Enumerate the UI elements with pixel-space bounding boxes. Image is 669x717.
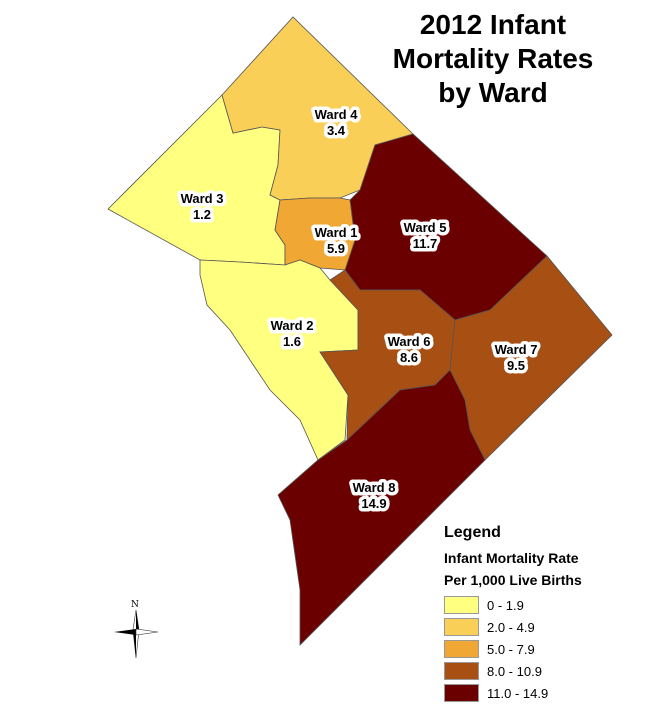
ward-6-rate: 8.6 (400, 350, 418, 365)
legend-swatch (444, 684, 479, 702)
legend-item: 5.0 - 7.9 (444, 638, 582, 660)
legend-label: 8.0 - 10.9 (487, 663, 542, 679)
ward-1-rate: 5.9 (327, 241, 345, 256)
ward-7-name: Ward 7 (495, 342, 538, 357)
legend-swatch (444, 596, 479, 614)
legend-label: 2.0 - 4.9 (487, 619, 535, 635)
ward-4-rate: 3.4 (327, 123, 346, 138)
legend-label: 11.0 - 14.9 (487, 685, 549, 701)
legend-item: 0 - 1.9 (444, 594, 582, 616)
ward-7-rate: 9.5 (507, 358, 525, 373)
legend-item: 11.0 - 14.9 (444, 682, 582, 704)
ward-6-name: Ward 6 (388, 334, 431, 349)
legend-swatch (444, 640, 479, 658)
legend-item: 2.0 - 4.9 (444, 616, 582, 638)
ward-8-area (277, 369, 486, 646)
map-title: 2012 Infant Mortality Rates by Ward (392, 9, 594, 108)
ward-3-rate: 1.2 (193, 207, 211, 222)
legend-label: 5.0 - 7.9 (487, 641, 535, 657)
legend-item: 8.0 - 10.9 (444, 660, 582, 682)
legend-subtitle: Infant Mortality Rate (444, 550, 579, 566)
legend-swatch (444, 662, 479, 680)
legend-label: 0 - 1.9 (487, 597, 524, 613)
ward-3-name: Ward 3 (181, 191, 224, 206)
ward-8-rate: 14.9 (361, 496, 386, 511)
compass-rose-icon (114, 609, 159, 659)
compass-north-label: N (131, 600, 139, 610)
legend-heading: Legend (444, 524, 501, 541)
ward-1-area (274, 197, 356, 271)
ward-4-name: Ward 4 (315, 107, 359, 122)
legend-units: Per 1,000 Live Births (444, 572, 582, 588)
legend-swatch (444, 618, 479, 636)
legend: Legend Infant Mortality Rate Per 1,000 L… (444, 524, 582, 704)
ward-1-name: Ward 1 (315, 225, 358, 240)
ward-2-name: Ward 2 (271, 318, 314, 333)
ward-8-name: Ward 8 (353, 480, 396, 495)
ward-5-rate: 11.7 (413, 236, 438, 251)
ward-2-rate: 1.6 (283, 334, 301, 349)
ward-labels: Ward 1 5.9 Ward 2 1.6 Ward 3 1.2 Ward 4 … (177, 104, 541, 515)
ward-5-name: Ward 5 (404, 220, 447, 235)
